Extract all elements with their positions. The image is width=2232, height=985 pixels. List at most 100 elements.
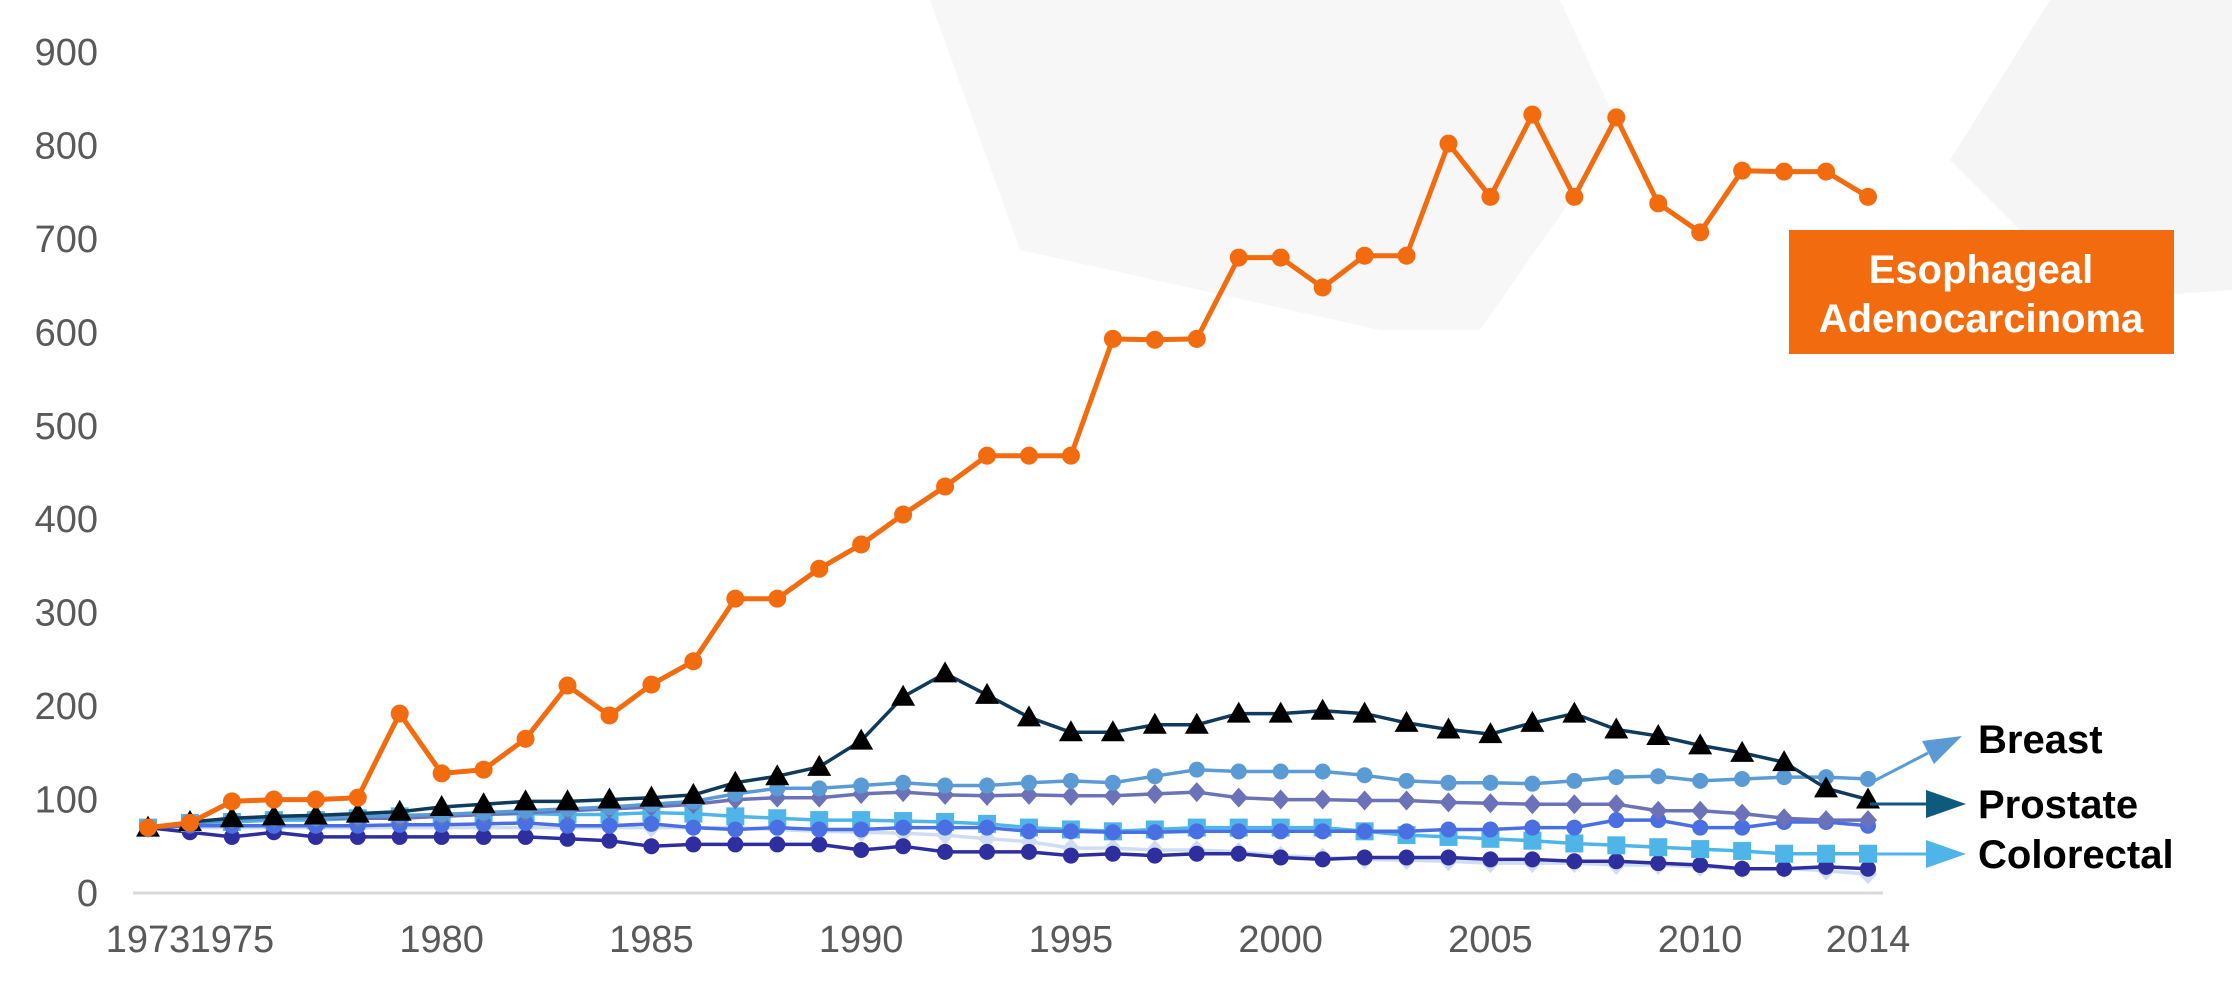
series-2-point <box>597 787 622 809</box>
series-1-point <box>1649 194 1668 213</box>
series-3-point <box>1230 763 1247 780</box>
breast-arrow-head <box>1922 736 1962 764</box>
series-2-point <box>765 764 790 786</box>
series-5-point <box>853 821 870 838</box>
series-1-point <box>139 818 157 837</box>
series-5-point <box>1146 824 1163 841</box>
series-1-point <box>768 589 787 608</box>
series-2-point <box>1100 720 1125 742</box>
series-2-point <box>1394 710 1419 732</box>
series-1-point <box>1103 329 1122 348</box>
colorectal-label: Colorectal <box>1978 833 2174 877</box>
prostate-label: Prostate <box>1978 783 2138 827</box>
series-2-point <box>261 804 286 826</box>
series-2-point <box>1016 705 1041 727</box>
y-tick-label: 200 <box>35 686 98 728</box>
series-7-point <box>811 836 828 853</box>
series-5-point <box>895 819 912 836</box>
series-5-point <box>727 821 744 838</box>
series-1-point <box>306 790 325 809</box>
background-decoration <box>930 0 2232 330</box>
series-7-point <box>307 828 324 845</box>
series-1-point <box>1355 246 1374 265</box>
series-3-point <box>1734 770 1751 787</box>
series-6-point <box>1523 831 1542 850</box>
series-6-point <box>1691 840 1710 859</box>
series-7-point <box>1608 853 1625 870</box>
series-3-point <box>1062 772 1079 789</box>
series-7-point <box>1440 849 1457 866</box>
series-3-point <box>1272 763 1289 780</box>
series-3-point <box>1608 769 1625 786</box>
series-2-point <box>1142 712 1167 734</box>
series-1-point <box>264 790 283 809</box>
y-tick-label: 800 <box>35 125 98 167</box>
series-1-point <box>1439 134 1458 153</box>
series-1-point <box>1607 108 1626 127</box>
series-2-point <box>807 754 832 776</box>
series-7-point <box>685 836 702 853</box>
series-7 <box>140 819 1876 877</box>
series-2-point <box>681 782 706 804</box>
series-4-point <box>1817 810 1836 831</box>
series-2 <box>136 661 1880 837</box>
series-2-point <box>1730 740 1755 762</box>
y-tick-label: 400 <box>35 499 98 541</box>
series-5-point <box>1440 821 1457 838</box>
series-2-point <box>1352 701 1377 723</box>
badge-line-1: Esophageal <box>1869 248 2094 292</box>
series-2-point <box>303 803 328 825</box>
series-2-point <box>1226 701 1251 723</box>
series-2-point <box>1478 722 1503 744</box>
series-7-point <box>391 828 408 845</box>
series-2-point <box>1604 717 1629 739</box>
series-6-point <box>1775 844 1794 863</box>
series-4-point <box>1565 794 1584 815</box>
series-7-point <box>1314 851 1331 868</box>
series-5-point <box>1272 823 1289 840</box>
series-2-point <box>555 789 580 811</box>
series-3-point <box>1440 774 1457 791</box>
y-axis: 0 100 200 300 400 500 600 700 800 900 <box>35 32 98 915</box>
series-7-point <box>853 842 870 859</box>
series-2-point <box>849 728 874 750</box>
series-7-point <box>475 828 492 845</box>
series-1-point <box>894 505 913 524</box>
series-5-point <box>559 817 576 834</box>
series-4-point <box>1775 808 1794 829</box>
series-3-point <box>1776 769 1793 786</box>
badge-line-2: Adenocarcinoma <box>1819 297 2144 341</box>
series-7-point <box>349 828 366 845</box>
colorectal-arrow-head <box>1926 840 1966 868</box>
series-7-point <box>517 828 534 845</box>
series-1-point <box>1523 105 1542 124</box>
series-7-point <box>1692 856 1709 873</box>
series-arrows <box>1869 736 1966 868</box>
series-1-point <box>1733 161 1752 180</box>
x-tick-label: 1973 <box>106 919 191 961</box>
series-2-point <box>1772 750 1797 772</box>
series-5-point <box>1230 823 1247 840</box>
series-7-point <box>1272 849 1289 866</box>
series-6-point <box>1859 844 1877 863</box>
series-2-point <box>1058 720 1083 742</box>
x-axis: 1973 1975 1980 1985 1990 1995 2000 2005 2010 2014 <box>106 919 1911 961</box>
series-6-point <box>1565 834 1584 853</box>
series-3-point <box>1650 768 1667 785</box>
series-3-point <box>1692 772 1709 789</box>
series-3-point <box>1188 761 1205 778</box>
series-1-point <box>1019 446 1038 465</box>
series-7-point <box>1230 845 1247 862</box>
series-1-point <box>600 706 619 725</box>
y-tick-label: 100 <box>35 780 98 822</box>
series-4-point <box>1649 800 1668 821</box>
series-1-point <box>390 704 409 723</box>
series-6-point <box>726 807 745 826</box>
series-1-point <box>432 764 451 783</box>
y-tick-label: 900 <box>35 32 98 74</box>
series-2-point <box>1310 698 1335 720</box>
series-5-point <box>1734 819 1751 836</box>
series-7-point <box>643 838 660 855</box>
y-tick-label: 700 <box>35 219 98 261</box>
